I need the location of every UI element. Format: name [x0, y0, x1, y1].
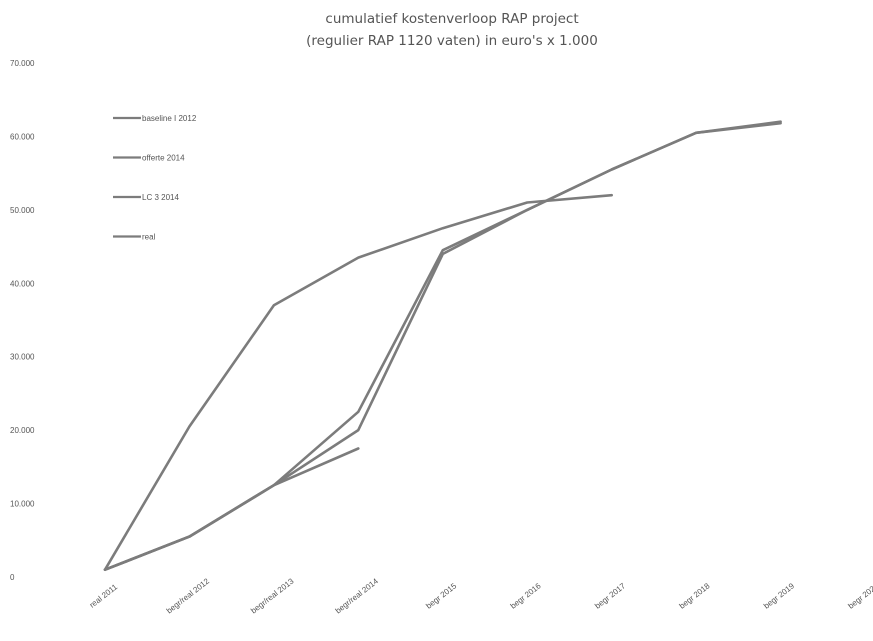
x-tick-label: begr/real 2013	[249, 576, 296, 615]
series-line-real	[103, 447, 360, 572]
x-tick-label: begr 2018	[678, 581, 712, 611]
x-tick-label: begr/real 2014	[334, 576, 381, 615]
x-tick-label: begr 2017	[593, 581, 627, 611]
x-tick-label: begr 2015	[424, 581, 458, 611]
y-tick-label: 0	[10, 573, 15, 582]
y-axis: 0 10.000 20.000 30.000 40.000 50.000 60.000 70.…	[10, 59, 35, 582]
series-line-offerte-2014	[103, 120, 782, 572]
plot-area	[103, 120, 782, 572]
x-tick-label: begr 2020	[846, 581, 873, 611]
y-tick-label: 40.000	[10, 279, 35, 288]
x-tick-label: real 2011	[88, 582, 120, 610]
x-tick-label: begr/real 2012	[165, 576, 212, 615]
y-tick-label: 70.000	[10, 59, 35, 68]
y-tick-label: 30.000	[10, 353, 35, 362]
legend-label: offerte 2014	[142, 154, 185, 163]
legend-label: real	[142, 233, 156, 242]
legend-label: baseline I 2012	[142, 114, 197, 123]
series-line-baseline-i-2012	[103, 193, 614, 572]
series-line-lc-3-2014	[103, 121, 782, 572]
chart-subtitle: (regulier RAP 1120 vaten) in euro's x 1.…	[306, 33, 598, 49]
legend-label: LC 3 2014	[142, 193, 179, 202]
y-tick-label: 60.000	[10, 132, 35, 141]
y-tick-label: 20.000	[10, 426, 35, 435]
x-axis: real 2011 begr/real 2012 begr/real 2013 beg…	[88, 576, 873, 615]
y-tick-label: 10.000	[10, 500, 35, 509]
chart-title: cumulatief kostenverloop RAP project	[325, 11, 578, 27]
x-tick-label: begr 2016	[509, 581, 543, 611]
y-tick-label: 50.000	[10, 206, 35, 215]
x-tick-label: begr 2019	[762, 581, 796, 611]
legend: baseline I 2012 offerte 2014 LC 3 2014 real	[113, 114, 197, 242]
